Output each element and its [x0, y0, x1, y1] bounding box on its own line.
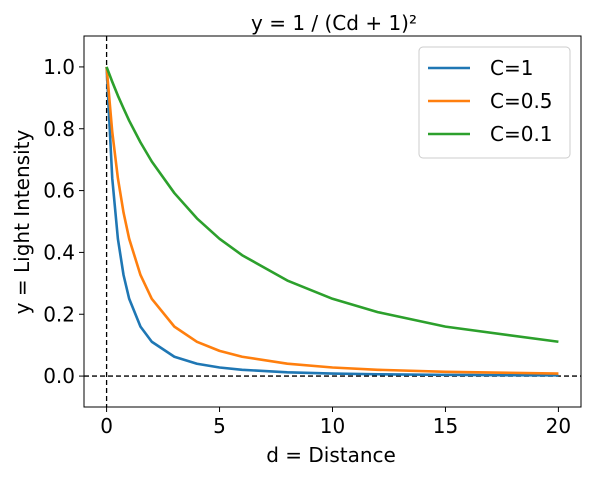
y-tick-label: 0.6 — [43, 179, 75, 203]
legend-label: C=0.5 — [490, 89, 553, 113]
series-lines — [105, 66, 559, 377]
y-tick-label: 0.4 — [43, 240, 75, 264]
series-line-3 — [105, 66, 559, 344]
x-tick-label: 20 — [546, 414, 571, 438]
legend-label: C=1 — [490, 56, 533, 80]
y-tick-label: 0.2 — [43, 302, 75, 326]
y-tick-label: 0.8 — [43, 117, 75, 141]
x-tick-label: 0 — [100, 414, 113, 438]
y-tick-label: 0.0 — [43, 364, 75, 388]
x-tick-label: 15 — [433, 414, 458, 438]
y-axis-label: y = Light Intensity — [10, 130, 34, 315]
x-axis-ticks: 0 5 10 15 20 — [100, 407, 571, 438]
y-axis-ticks: 0.0 0.2 0.4 0.6 0.8 1.0 — [43, 55, 84, 388]
chart-title: y = 1 / (Cd + 1)² — [251, 11, 417, 35]
x-axis-label: d = Distance — [266, 443, 396, 467]
x-tick-label: 10 — [320, 414, 345, 438]
reference-lines — [84, 36, 581, 407]
series-line-2 — [105, 66, 559, 375]
legend: C=1 C=0.5 C=0.1 — [418, 46, 571, 159]
legend-box — [418, 46, 571, 159]
x-tick-label: 5 — [213, 414, 226, 438]
legend-label: C=0.1 — [490, 122, 553, 146]
y-tick-label: 1.0 — [43, 55, 75, 79]
series-line-1 — [105, 66, 559, 377]
